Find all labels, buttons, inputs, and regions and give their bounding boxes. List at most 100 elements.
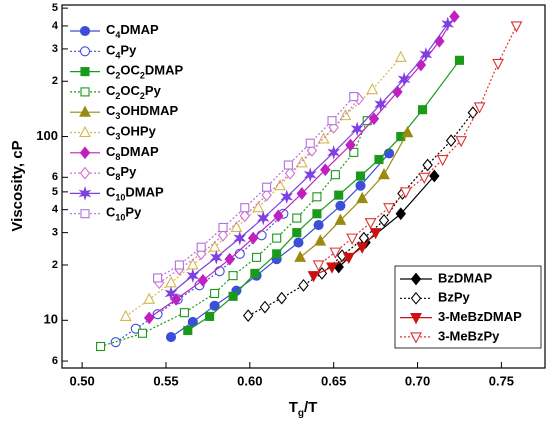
marker [262,182,272,192]
marker [137,328,148,338]
marker [314,234,327,246]
marker [293,237,304,248]
legend-label: C10Py [106,205,142,223]
legend-label: C8Py [106,165,137,183]
marker [79,125,91,138]
marker [455,136,468,148]
marker [183,325,193,336]
marker [218,222,228,233]
series-line [247,112,474,317]
marker [436,154,449,167]
marker [317,132,330,144]
y-tick-label: 3 [52,227,58,239]
marker [312,209,322,219]
series-line [148,16,455,319]
y-tick-label: 5 [52,2,58,14]
marker [272,233,282,243]
marker [454,55,465,65]
marker [399,187,412,199]
marker [240,203,250,213]
x-tick-label: 0.70 [405,373,430,388]
marker [273,209,284,223]
marker [349,147,359,157]
legend-label: C10DMAP [106,185,164,203]
marker [445,134,457,148]
marker [355,180,366,191]
marker [280,189,294,205]
legend-label: 3-MeBzPy [438,328,500,343]
marker [327,116,337,126]
marker [259,300,271,314]
x-tick-label: 0.65 [321,373,346,388]
marker [295,156,308,168]
x-tick-label: 0.60 [237,373,262,388]
marker [80,67,90,77]
marker [383,148,395,159]
marker [349,92,359,102]
marker [272,249,282,259]
marker [174,260,184,270]
marker [410,332,422,344]
marker [250,268,260,278]
marker [110,337,121,348]
marker [378,213,390,227]
marker [209,249,223,265]
marker [119,309,132,321]
marker [449,10,460,23]
marker [261,188,272,202]
x-tick-label: 0.50 [69,373,94,388]
marker [242,309,254,323]
marker [369,228,382,240]
y-tick-label: 3 [52,43,58,55]
marker [256,230,267,241]
marker [78,186,92,201]
marker [209,300,220,311]
legend-label: 3-MeBzDMAP [438,309,522,324]
legend-label: BzPy [438,290,471,305]
marker [312,260,325,272]
marker [233,230,247,246]
legend-label: C4Py [106,43,137,61]
marker [79,105,91,117]
marker [79,146,91,160]
marker [307,271,320,283]
marker [473,102,486,114]
marker [153,273,163,283]
marker [210,288,220,298]
marker [96,341,106,352]
marker [394,50,407,62]
legend-label: C3OHPy [106,124,157,142]
marker [80,209,90,219]
marker [256,210,270,226]
marker [429,169,440,183]
marker [312,192,322,202]
marker [356,191,369,204]
x-axis-label: Tg/T [289,399,318,419]
marker [284,167,296,180]
y-tick-label: 2 [52,75,58,87]
legend-label: C4DMAP [106,22,159,40]
marker [239,209,251,223]
marker [79,166,91,180]
marker [467,106,479,119]
marker [303,167,317,183]
marker [339,108,352,121]
marker [342,252,355,265]
marker [327,145,341,160]
marker [274,179,286,191]
marker [334,190,344,200]
marker [350,121,364,137]
legend-label: BzDMAP [438,270,492,285]
marker [364,218,377,230]
series-line [158,98,360,284]
marker [335,200,346,211]
marker [79,46,91,57]
marker [228,271,238,281]
series-line [170,23,449,294]
marker [80,87,90,97]
y-tick-label: 5 [52,186,58,198]
marker [143,311,155,325]
marker [292,213,302,223]
legend: C4DMAP C4Py C2OC2DMAP C2OC2Py C3OHDMAP C3OHPy… [70,22,184,223]
marker [368,112,380,126]
